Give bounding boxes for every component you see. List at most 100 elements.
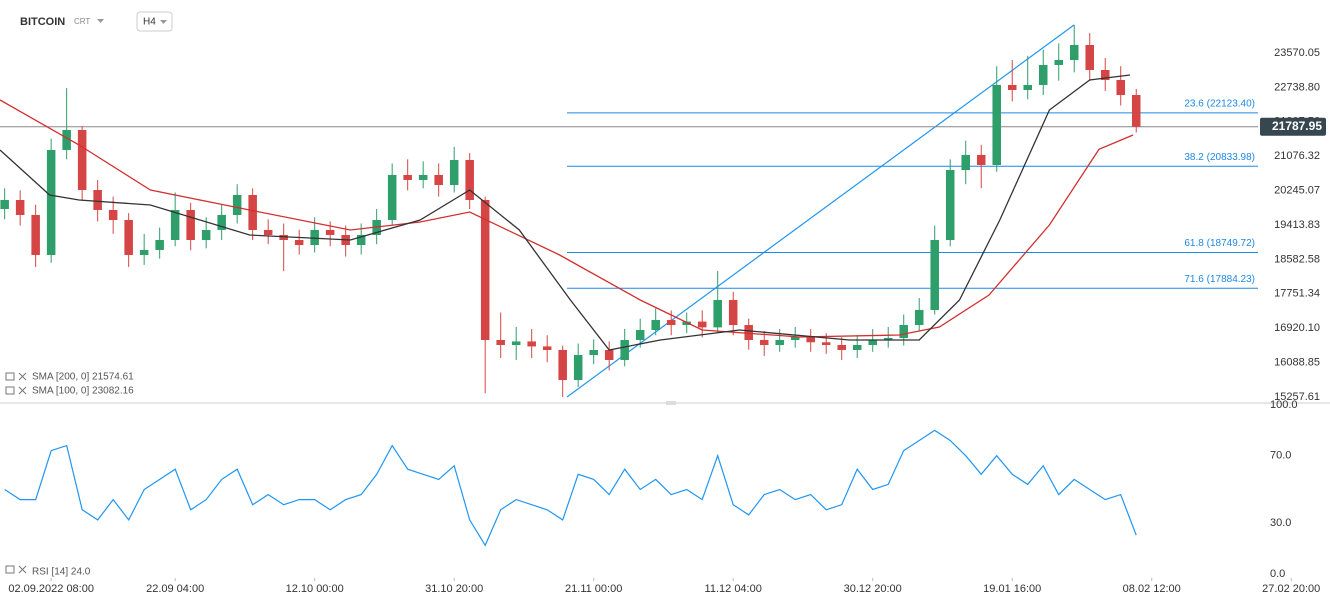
y-tick-label: 16920.10 xyxy=(1274,322,1320,334)
candle-body xyxy=(511,341,521,346)
candle-body xyxy=(62,129,71,150)
candle-body xyxy=(930,239,939,310)
x-tick-label: 19.01 16:00 xyxy=(983,583,1041,595)
candle-body xyxy=(15,200,25,215)
candle-body xyxy=(604,349,614,360)
candle-body xyxy=(945,170,955,240)
candle-body xyxy=(992,84,1001,165)
legend-entry: SMA [200, 0] 21574.61 xyxy=(32,372,134,383)
x-tick-label: 21.11 00:00 xyxy=(565,583,622,595)
y-tick-label: 30.0 xyxy=(1270,517,1291,529)
x-tick-label: 02.09.2022 08:00 xyxy=(8,583,94,595)
close-icon[interactable] xyxy=(18,565,27,574)
timeframe[interactable]: H4 xyxy=(143,17,156,28)
close-icon[interactable] xyxy=(18,372,27,381)
fib-label: 23.6 (22123.40) xyxy=(1184,98,1255,109)
candle-body xyxy=(914,309,924,326)
candle-body xyxy=(589,349,598,356)
y-tick-label: 16088.85 xyxy=(1274,357,1320,369)
candle-body xyxy=(403,174,412,180)
candle-body xyxy=(356,234,366,246)
legend-entry: RSI [14] 24.0 xyxy=(32,567,91,578)
candle-body xyxy=(775,340,784,346)
candle-body xyxy=(46,149,56,255)
candle-body xyxy=(1100,69,1110,80)
candle-body xyxy=(77,129,87,190)
candle-body xyxy=(1069,44,1079,60)
candle-body xyxy=(217,214,226,230)
candle-body xyxy=(883,338,893,341)
candle-body xyxy=(651,320,660,331)
pane-handle[interactable] xyxy=(666,401,676,405)
rsi-line xyxy=(4,429,1137,547)
candle-body xyxy=(434,174,443,185)
type-caret[interactable] xyxy=(97,19,104,23)
candle-body xyxy=(480,200,490,341)
candle-body xyxy=(1007,84,1017,90)
y-tick-label: 70.0 xyxy=(1270,450,1291,462)
x-tick-label: 11.12 04:00 xyxy=(705,583,762,595)
candle-body xyxy=(976,154,986,165)
candle-body xyxy=(108,209,118,221)
y-tick-label: 100.0 xyxy=(1270,399,1298,411)
timeframe-box[interactable] xyxy=(136,11,173,32)
candle-body xyxy=(93,189,102,210)
fib-label: 38.2 (20833.98) xyxy=(1184,152,1255,163)
candle-body xyxy=(899,325,908,339)
last-price-badge xyxy=(1260,117,1326,136)
candle-body xyxy=(496,340,505,346)
x-tick-label: 31.10 20:00 xyxy=(425,583,483,595)
candle-body xyxy=(806,336,815,343)
candle-body xyxy=(263,229,273,235)
candle-body xyxy=(635,330,645,341)
candle-body xyxy=(573,355,583,381)
candle-body xyxy=(124,220,133,255)
timeframe-caret[interactable] xyxy=(160,20,167,24)
candle-body xyxy=(186,209,195,240)
y-tick-label: 20245.07 xyxy=(1274,184,1320,196)
candle-body xyxy=(620,340,629,360)
candle-body xyxy=(821,342,831,346)
symbol: BITCOIN xyxy=(20,16,65,28)
trend-line xyxy=(566,24,1075,398)
settings-icon[interactable] xyxy=(5,386,15,395)
symbol-type[interactable]: CRT xyxy=(74,17,90,26)
candle-body xyxy=(294,239,304,246)
y-tick-label: 19413.83 xyxy=(1274,219,1320,231)
candle-body xyxy=(1023,84,1032,90)
x-tick-label: 30.12 20:00 xyxy=(844,583,902,595)
candle-body xyxy=(558,349,567,381)
candle-body xyxy=(449,159,459,185)
candle-body xyxy=(31,214,40,255)
candle-body xyxy=(1038,64,1048,85)
y-tick-label: 22738.80 xyxy=(1274,81,1320,93)
candle-body xyxy=(387,174,397,221)
candle-body xyxy=(744,325,753,341)
candle-body xyxy=(790,336,800,341)
candle-body xyxy=(1116,79,1125,95)
candle-body xyxy=(682,321,691,326)
settings-icon[interactable] xyxy=(5,565,15,574)
candle-body xyxy=(170,209,180,240)
candle-body xyxy=(868,340,877,346)
candle-body xyxy=(1131,94,1141,127)
close-icon[interactable] xyxy=(18,386,27,395)
candle-body xyxy=(527,341,536,347)
fib-label: 61.8 (18749.72) xyxy=(1184,238,1255,249)
candle-body xyxy=(248,195,257,230)
y-tick-label: 17751.34 xyxy=(1274,288,1320,300)
sma-line xyxy=(0,99,1134,338)
legend-icons xyxy=(5,372,27,574)
candle-body xyxy=(418,174,428,180)
candle-body xyxy=(542,346,552,350)
candle-body xyxy=(0,200,9,209)
candle-body xyxy=(325,229,335,235)
candle-body xyxy=(465,159,474,201)
candle-body xyxy=(666,320,676,326)
settings-icon[interactable] xyxy=(5,372,15,381)
candle-body xyxy=(837,345,846,350)
last-price-label: 21787.95 xyxy=(1272,119,1322,133)
candle-body xyxy=(697,321,707,328)
y-tick-label: 0.0 xyxy=(1270,568,1285,580)
